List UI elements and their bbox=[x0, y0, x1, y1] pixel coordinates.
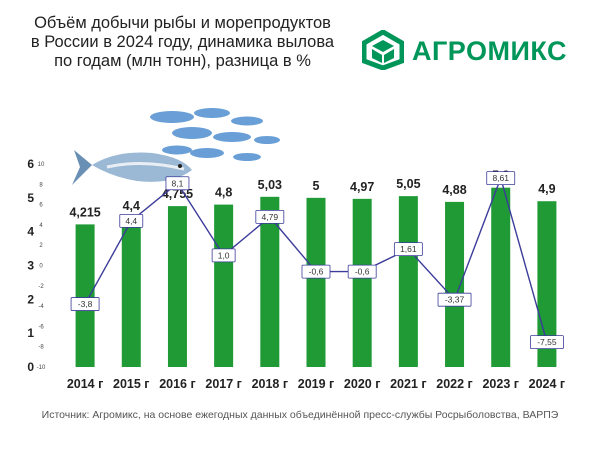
bar bbox=[306, 197, 326, 367]
y2-tick-label: 8 bbox=[39, 182, 43, 188]
title-line-3: по годам (млн тонн), разница в % bbox=[54, 52, 311, 70]
y2-tick-label: 0 bbox=[39, 264, 43, 270]
bar bbox=[75, 224, 95, 367]
bar bbox=[491, 187, 511, 367]
y-tick-label: 3 bbox=[27, 259, 34, 273]
brand-name: АГРОМИКС bbox=[412, 36, 567, 66]
y2-tick-label: 2 bbox=[39, 243, 43, 249]
y-tick-label: 6 bbox=[27, 157, 34, 171]
change-value-label: 8,1 bbox=[172, 178, 184, 188]
x-tick-label: 2015 г bbox=[113, 377, 150, 391]
bar bbox=[214, 204, 234, 367]
y2-tick-label: -8 bbox=[38, 345, 44, 351]
x-tick-label: 2022 г bbox=[436, 377, 473, 391]
x-tick-label: 2017 г bbox=[205, 377, 242, 391]
change-label-box bbox=[530, 335, 564, 350]
change-label-box bbox=[301, 264, 331, 279]
y-tick-label: 0 bbox=[27, 360, 34, 374]
change-label-box bbox=[347, 264, 377, 279]
change-value-label: 1,0 bbox=[218, 250, 230, 260]
y2-tick-label: -2 bbox=[38, 284, 44, 290]
change-value-label: 8,61 bbox=[492, 173, 509, 183]
change-value-label: -3,8 bbox=[78, 299, 93, 309]
change-value-label: -7,55 bbox=[537, 337, 557, 347]
x-tick-label: 2019 г bbox=[298, 377, 335, 391]
y-tick-label: 2 bbox=[27, 292, 34, 306]
bar-value-label: 5 bbox=[313, 179, 320, 193]
y2-tick-label: -10 bbox=[37, 365, 46, 371]
title-line-1: Объём добычи рыбы и морепродуктов bbox=[34, 14, 331, 32]
change-label-box bbox=[70, 297, 100, 311]
source-note: Источник: Агромикс, на основе ежегодных … bbox=[41, 409, 559, 421]
bar-value-label: 5,05 bbox=[396, 177, 420, 191]
chart-title: Объём добычи рыбы и морепродуктов в Росс… bbox=[10, 14, 355, 71]
change-value-label: -3,37 bbox=[445, 295, 465, 305]
bar bbox=[352, 198, 372, 367]
bar-value-label: 4,9 bbox=[538, 182, 555, 196]
bar bbox=[167, 206, 187, 367]
change-value-label: -0,6 bbox=[309, 267, 324, 277]
y-tick-label: 1 bbox=[27, 326, 34, 340]
fish-school-illustration bbox=[72, 108, 280, 185]
bar-value-label: 4,88 bbox=[442, 183, 466, 197]
change-label-box bbox=[211, 248, 236, 263]
y-tick-label: 4 bbox=[27, 225, 34, 239]
title-line-2: в России в 2024 году, динамика вылова bbox=[30, 33, 335, 51]
bar-value-label: 5,03 bbox=[258, 178, 282, 192]
y2-tick-label: -6 bbox=[38, 324, 44, 330]
change-label-box bbox=[255, 209, 285, 224]
change-label-box bbox=[119, 213, 144, 228]
bar-value-label: 4,97 bbox=[350, 180, 374, 194]
bar bbox=[121, 218, 141, 367]
change-value-label: 4,4 bbox=[125, 216, 137, 226]
bar bbox=[260, 196, 280, 367]
brand-logo-icon bbox=[361, 29, 405, 71]
change-value-label: -0,6 bbox=[355, 267, 370, 277]
bar bbox=[445, 201, 465, 367]
change-label-box bbox=[393, 242, 423, 257]
y2-tick-label: 10 bbox=[38, 162, 45, 168]
bar-value-label: 4,8 bbox=[215, 186, 232, 200]
x-tick-label: 2023 г bbox=[482, 377, 519, 391]
y-tick-label: 5 bbox=[27, 191, 34, 205]
y2-tick-label: 4 bbox=[39, 223, 43, 229]
x-tick-label: 2020 г bbox=[344, 377, 381, 391]
bar bbox=[398, 196, 418, 367]
change-label-box bbox=[437, 292, 472, 307]
x-tick-label: 2021 г bbox=[390, 377, 427, 391]
x-tick-label: 2014 г bbox=[67, 377, 104, 391]
y2-tick-label: 6 bbox=[39, 203, 43, 209]
y2-tick-label: -4 bbox=[38, 304, 44, 310]
bar-value-label: 4,4 bbox=[123, 199, 140, 213]
change-value-label: 1,61 bbox=[400, 244, 417, 254]
change-label-box bbox=[165, 176, 190, 191]
change-value-label: 4,79 bbox=[262, 212, 279, 222]
bar-value-label: 4,215 bbox=[69, 205, 100, 219]
change-label-box bbox=[486, 171, 516, 186]
x-tick-label: 2016 г bbox=[159, 377, 196, 391]
x-tick-label: 2024 г bbox=[529, 377, 566, 391]
bar-value-label: 4,755 bbox=[162, 187, 193, 201]
brand-logo: АГРОМИКС bbox=[361, 29, 592, 71]
x-tick-label: 2018 г bbox=[252, 377, 289, 391]
